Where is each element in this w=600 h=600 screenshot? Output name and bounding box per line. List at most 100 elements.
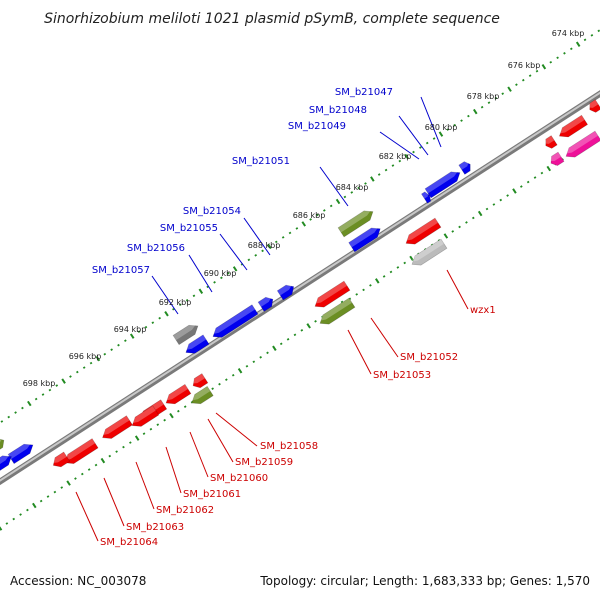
accession-text: Accession: NC_003078	[10, 574, 147, 588]
inner-tick	[87, 468, 91, 471]
forward-gene-1-label: SM_b21047	[335, 87, 393, 98]
inner-tick	[382, 275, 386, 278]
reverse-gene-1-label: wzx1	[470, 305, 496, 316]
outer-tick	[0, 420, 4, 423]
outer-tick	[76, 370, 79, 374]
outer-tick	[535, 69, 539, 73]
inner-tick	[403, 261, 407, 265]
gene-green-698-shape	[0, 437, 5, 453]
outer-tick	[569, 47, 573, 51]
inner-tick	[134, 435, 140, 441]
gene-sm-b21053-shape	[319, 297, 356, 325]
outer-tick	[590, 33, 594, 37]
gene-green-698	[0, 437, 5, 453]
gene-sm-b21063-shine	[101, 415, 130, 436]
reverse-gene-6-leader	[189, 431, 209, 478]
inner-tick	[100, 457, 106, 464]
outer-tick	[129, 333, 135, 339]
gene-blue-698a-shape	[7, 443, 34, 465]
inner-tick	[512, 188, 517, 194]
kbp-tick-label: 682 kbp	[379, 152, 412, 161]
gene-sm-b21047-tip-shape	[458, 161, 471, 175]
outer-tick	[267, 243, 272, 250]
outer-tick	[391, 164, 395, 167]
inner-tick	[183, 405, 187, 408]
inner-tick	[293, 333, 297, 337]
kbp-tick-label: 684 kbp	[336, 183, 369, 192]
inner-tick	[533, 176, 537, 179]
outer-tick	[370, 176, 375, 182]
gene-sm-b21048	[421, 191, 432, 204]
outer-tick	[329, 204, 333, 208]
inner-tick	[32, 502, 37, 509]
gene-grey-692	[172, 323, 199, 346]
label-leaders	[75, 96, 469, 542]
kbp-tick-label: 686 kbp	[293, 211, 326, 220]
inner-tick	[506, 194, 509, 197]
gene-sm-b21048-shape	[421, 191, 432, 204]
outer-tick	[240, 263, 244, 266]
outer-tick	[343, 195, 347, 199]
inner-tick	[252, 360, 256, 364]
gene-pink-672b-shape	[550, 151, 565, 166]
inner-tick	[156, 423, 160, 426]
gene-red-672b-shine	[544, 135, 555, 144]
inner-tick	[225, 378, 228, 382]
outer-tick	[137, 330, 141, 333]
outer-tick	[419, 146, 422, 149]
gene-sm-b21058-shape	[191, 385, 214, 405]
inner-tick	[53, 490, 57, 494]
outer-tick	[398, 159, 402, 163]
outer-tick	[61, 378, 66, 384]
inner-tick-ring	[0, 135, 599, 531]
inner-tick	[142, 432, 146, 435]
gene-sm-b21064b	[51, 451, 71, 468]
outer-tick	[151, 321, 155, 325]
outer-tick	[27, 400, 32, 407]
outer-tick	[438, 131, 444, 137]
gene-sm-b21054-shape	[276, 284, 295, 301]
gene-blue-698a	[7, 442, 34, 465]
gene-pink-672-shine	[564, 131, 598, 155]
gene-sm-b21060	[164, 383, 192, 405]
gene-blue-698b-shape	[0, 455, 12, 473]
inner-tick	[355, 293, 359, 296]
gene-sm-b21062-shine	[130, 405, 156, 424]
gene-sm-b21052-shine	[313, 281, 347, 305]
inner-tick	[46, 495, 50, 498]
gene-sm-b21058	[190, 385, 214, 405]
outer-tick	[432, 137, 436, 140]
outer-tick	[178, 303, 182, 307]
inner-tick	[458, 225, 461, 229]
outer-tick	[597, 29, 600, 33]
gene-red-672-tip-shine	[588, 99, 599, 108]
gene-wzx1-shape	[405, 217, 442, 245]
kbp-tick-label: 688 kbp	[248, 241, 281, 250]
outer-tick	[220, 276, 223, 280]
forward-gene-1-leader	[420, 96, 442, 148]
outer-tick	[446, 128, 450, 131]
outer-tick	[198, 288, 204, 294]
gene-sm-b21064	[63, 438, 99, 464]
gene-sm-b21058-shine	[190, 386, 211, 401]
gene-red-672-shine	[557, 115, 585, 134]
outer-tick	[322, 209, 326, 212]
gene-sm-b21063	[101, 415, 133, 439]
gene-label-layer: SM_b21047 SM_b21048 SM_b21049 SM_b21051 SM_b…	[92, 87, 496, 548]
gene-grey-692-shine	[173, 323, 197, 341]
gene-sm-b21053	[318, 297, 356, 325]
map-title: Sinorhizobium meliloti 1021 plasmid pSym…	[44, 11, 500, 27]
inner-tick	[177, 409, 180, 413]
reverse-gene-3-label: SM_b21053	[373, 370, 431, 381]
gene-blue-698b	[0, 454, 12, 473]
inner-tick	[526, 180, 530, 184]
outer-tick	[460, 119, 463, 122]
forward-gene-2-leader	[398, 115, 429, 156]
forward-gene-7-leader	[188, 254, 213, 293]
kbp-label-layer: 674 kbp 676 kbp 678 kbp 680 kbp 682 kbp 684 k…	[23, 29, 585, 388]
outer-tick	[507, 86, 512, 92]
inner-tick	[369, 284, 372, 287]
outer-tick	[335, 198, 341, 205]
reverse-gene-3-leader	[347, 329, 372, 375]
